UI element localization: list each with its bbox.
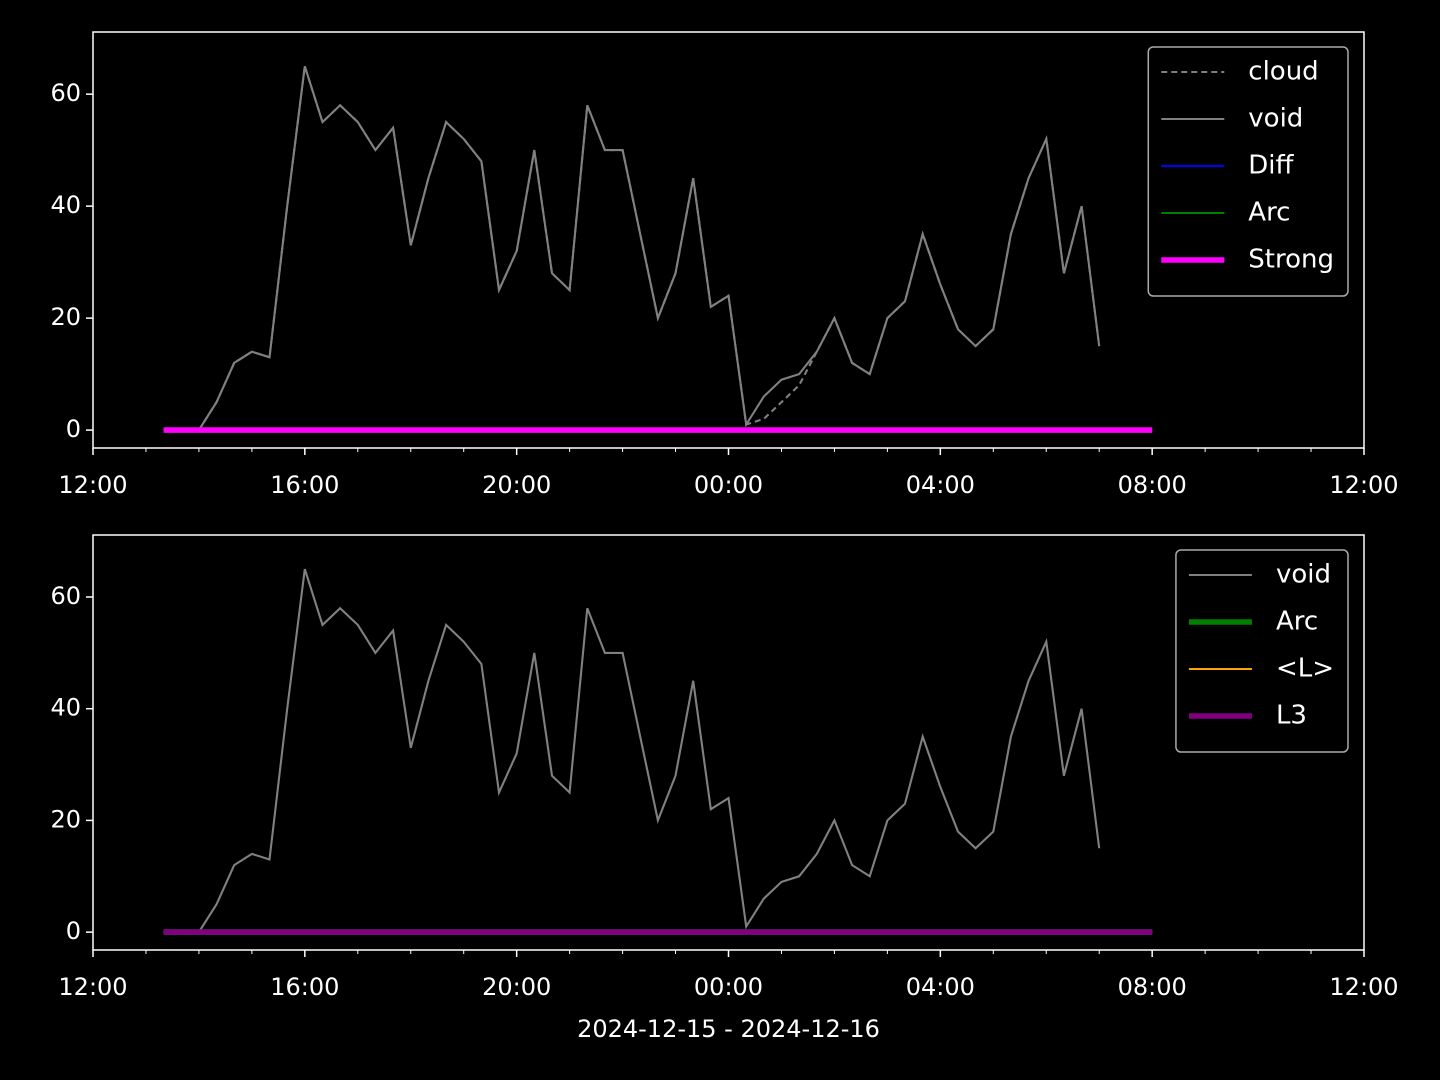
x-tick-label: 20:00 [482,973,551,1001]
x-tick-label: 12:00 [58,471,127,499]
x-tick-label: 12:00 [1329,973,1398,1001]
x-axis-label: 2024-12-15 - 2024-12-16 [577,1015,880,1043]
x-tick-label: 00:00 [694,973,763,1001]
x-tick-label: 16:00 [270,471,339,499]
x-tick-label: 08:00 [1118,973,1187,1001]
legend-label: Arc [1276,607,1318,637]
x-tick-label: 16:00 [270,973,339,1001]
y-tick-label: 20 [50,805,81,833]
legend-box [1147,46,1349,297]
y-tick-label: 40 [50,191,81,219]
y-tick-label: 40 [50,694,81,722]
legend-label: Arc [1248,198,1290,228]
legend-label: Diff [1248,151,1294,181]
legend-box [1175,549,1349,753]
legend: cloud void Diff Arc Strong [1147,46,1349,297]
legend-label: void [1248,104,1303,134]
x-tick-label: 08:00 [1118,471,1187,499]
x-tick-label: 12:00 [1329,471,1398,499]
y-tick-label: 0 [66,917,81,945]
y-tick-label: 60 [50,582,81,610]
legend-label: void [1276,560,1331,590]
legend-label: Strong [1248,245,1334,275]
y-tick-label: 20 [50,303,81,331]
subplot: 0 20 40 60 12:00 16:00 20:00 00:00 04:00 08:00 12:… [50,31,1399,499]
y-tick-label: 60 [50,79,81,107]
x-tick-label: 00:00 [694,471,763,499]
series-line [198,65,1101,431]
y-tick-label: 0 [66,415,81,443]
x-tick-label: 12:00 [58,973,127,1001]
x-tick-label: 04:00 [906,471,975,499]
x-tick-label: 04:00 [906,973,975,1001]
x-tick-label: 20:00 [482,471,551,499]
subplot: 0 20 40 60 12:00 16:00 20:00 00:00 04:00 08:00 12:… [50,534,1399,1043]
legend-label: cloud [1248,57,1318,87]
legend: void Arc <L> L3 [1175,549,1349,753]
legend-label: <L> [1276,654,1334,684]
legend-label: L3 [1276,701,1307,731]
series-line [198,65,1101,431]
series-line [198,568,1101,933]
